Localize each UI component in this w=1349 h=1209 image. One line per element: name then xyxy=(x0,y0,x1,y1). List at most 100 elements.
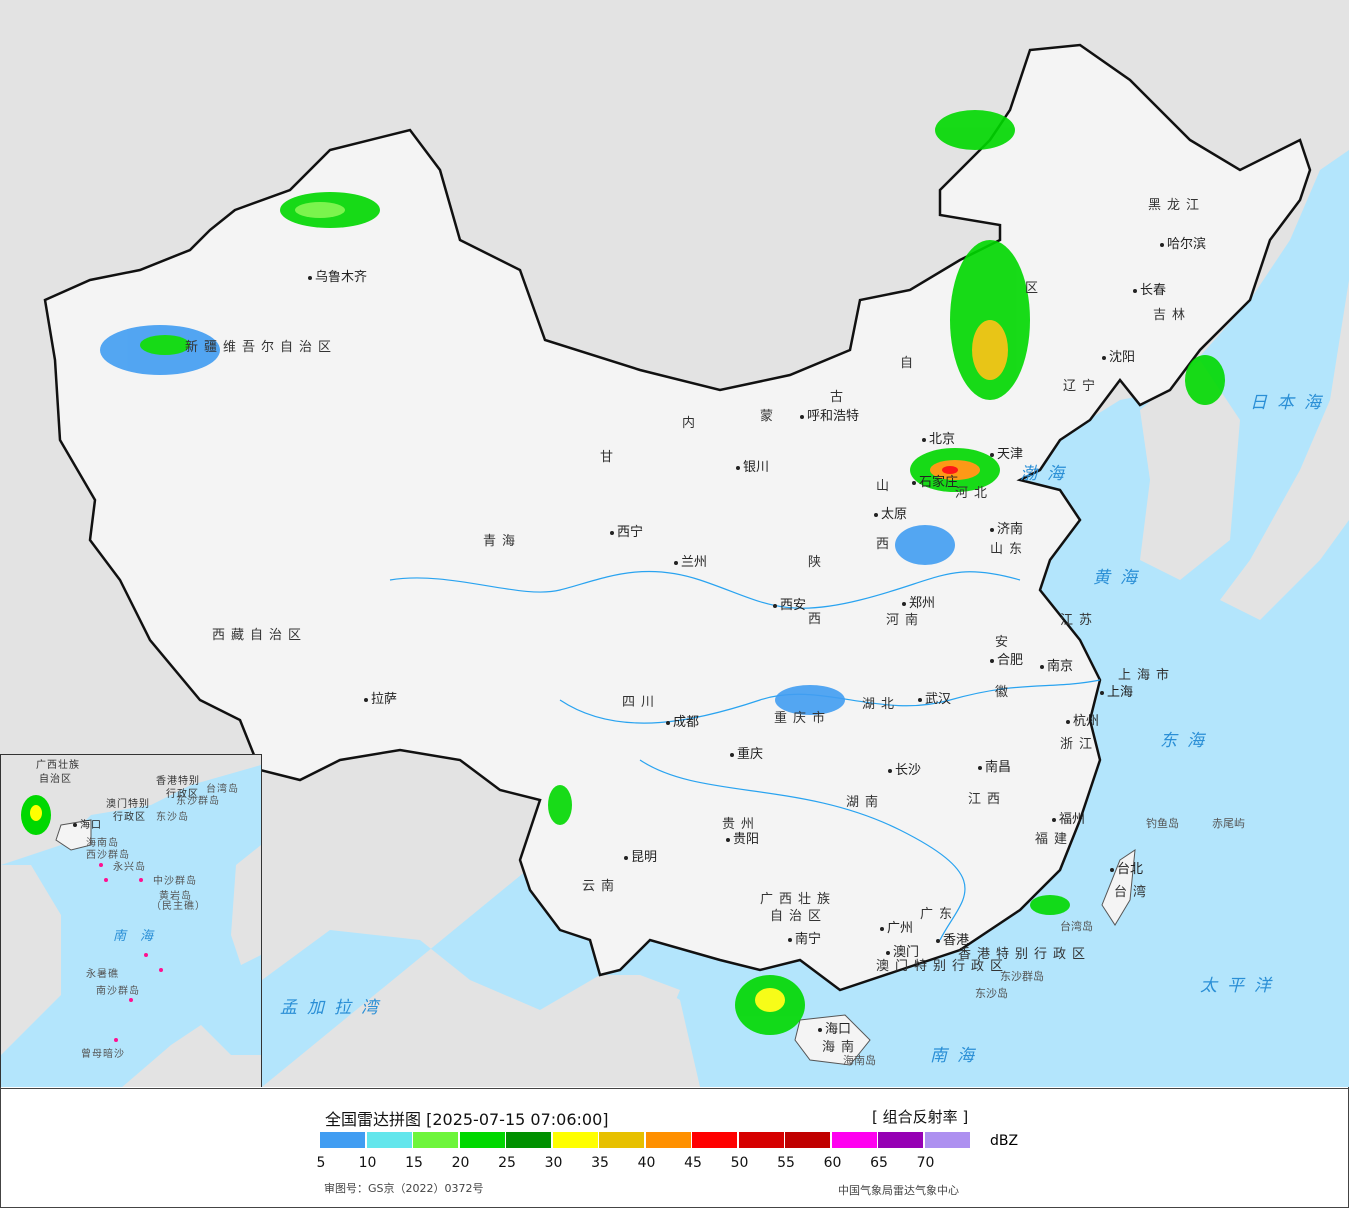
product-name: [ 组合反射率 ] xyxy=(872,1108,969,1126)
inset-label-small: （民主礁） xyxy=(151,901,206,912)
scale-tick-label: 45 xyxy=(684,1155,702,1171)
scale-tick-label: 35 xyxy=(591,1155,609,1171)
map-label-prov: 湖北 xyxy=(862,697,901,712)
inset-map xyxy=(1,755,261,1087)
inset-label-sea: 南海 xyxy=(113,929,168,944)
map-label-city: 郑州 xyxy=(902,597,935,610)
color-swatch xyxy=(599,1132,644,1148)
map-label-prov: 新疆维吾尔自治区 xyxy=(185,340,338,355)
map-label-city: 乌鲁木齐 xyxy=(308,271,367,284)
hainan xyxy=(794,1014,871,1066)
map-label-city: 福州 xyxy=(1052,813,1085,826)
map-label-city: 哈尔滨 xyxy=(1160,238,1206,251)
map-label-prov: 海南 xyxy=(822,1040,861,1055)
map-label-prov: 自 xyxy=(900,356,920,371)
map-label-prov: 江西 xyxy=(968,792,1007,807)
map-label-city: 呼和浩特 xyxy=(800,410,859,423)
map-label-small: 台湾岛 xyxy=(1060,920,1093,933)
color-swatch xyxy=(459,1132,505,1148)
map-label-prov: 黑龙江 xyxy=(1148,198,1206,213)
map-label-prov: 西藏自治区 xyxy=(212,628,308,643)
map-label-small: 东沙群岛 xyxy=(1000,970,1044,983)
color-swatch xyxy=(320,1132,365,1148)
map-label-small: 海南岛 xyxy=(843,1054,876,1067)
map-label-prov: 古 xyxy=(830,390,850,405)
japan xyxy=(1220,280,1349,620)
inset-label-small: 海南岛 xyxy=(86,838,119,849)
map-label-city: 银川 xyxy=(736,461,769,474)
map-label-city: 西安 xyxy=(773,599,806,612)
map-label-city: 海口 xyxy=(818,1023,851,1036)
map-label-prov: 甘 xyxy=(600,450,620,465)
inset-label-small: 西沙群岛 xyxy=(86,850,130,861)
map-label-city: 济南 xyxy=(990,523,1023,536)
map-label-prov: 安 xyxy=(995,635,1015,650)
map-label-sea: 日本海 xyxy=(1250,393,1331,413)
sea-area xyxy=(262,150,1349,1087)
color-scale xyxy=(320,1132,971,1148)
korea xyxy=(1140,360,1240,580)
scale-tick-label: 65 xyxy=(870,1155,888,1171)
inset-label-small: 东沙岛 xyxy=(156,812,189,823)
map-label-prov: 区 xyxy=(1025,281,1045,296)
radar-map[interactable]: 乌鲁木齐 新疆维吾尔自治区 西藏自治区 拉萨 青海 西宁 甘 内 蒙 呼和浩特 古 自 区 黑龙江 哈尔滨长… xyxy=(0,0,1349,1087)
map-label-prov: 湖南 xyxy=(846,795,885,810)
map-label-small: 东沙岛 xyxy=(975,987,1008,1000)
inset-label-small: 黄岩岛 xyxy=(159,891,192,902)
map-label-prov: 澳门特别行政区 xyxy=(876,959,1010,974)
map-label-city: 武汉 xyxy=(918,693,951,706)
map-label-city: 昆明 xyxy=(624,851,657,864)
map-label-city: 长沙 xyxy=(888,764,921,777)
map-label-city: 杭州 xyxy=(1066,715,1099,728)
map-label-sea: 孟加拉湾 xyxy=(280,998,388,1018)
map-label-city: 广州 xyxy=(880,922,913,935)
map-label-small: 钓鱼岛 xyxy=(1146,817,1179,830)
map-label-prov: 贵州 xyxy=(722,817,761,832)
map-label-prov: 四川 xyxy=(622,695,661,710)
color-swatch xyxy=(785,1132,830,1148)
map-label-city: 上海 xyxy=(1100,686,1133,699)
map-label-prov: 福建 xyxy=(1035,832,1074,847)
inset-label-prov: 自治区 xyxy=(39,774,72,785)
scale-tick-label: 10 xyxy=(358,1155,377,1171)
color-swatch xyxy=(413,1132,458,1148)
legend xyxy=(0,1088,1349,1209)
map-label-city: 成都 xyxy=(666,716,699,729)
scale-tick-label: 40 xyxy=(637,1155,656,1171)
legend-title: 全国雷达拼图 [2025-07-15 07:06:00] xyxy=(325,1110,609,1129)
inset-label-small: 南沙群岛 xyxy=(96,986,140,997)
color-swatch xyxy=(924,1132,970,1148)
map-label-sea: 南海 xyxy=(930,1046,984,1066)
map-label-sea: 太平洋 xyxy=(1200,976,1281,996)
scale-tick-label: 60 xyxy=(823,1155,842,1171)
map-label-prov: 山 xyxy=(876,479,896,494)
radar-echoes xyxy=(100,110,1225,1035)
inset-label-prov: 广西壮族 xyxy=(36,760,80,771)
map-label-city: 贵阳 xyxy=(726,833,759,846)
map-label-city: 太原 xyxy=(874,508,907,521)
map-label-prov: 重庆市 xyxy=(774,711,832,726)
indochina xyxy=(470,975,700,1087)
map-label-city: 重庆 xyxy=(730,748,763,761)
map-label-city: 南京 xyxy=(1040,660,1073,673)
color-swatch xyxy=(831,1132,877,1148)
unit-label: dBZ xyxy=(990,1133,1019,1149)
map-label-prov: 河北 xyxy=(955,486,994,501)
map-label-prov: 上海市 xyxy=(1118,668,1176,683)
map-label-city: 兰州 xyxy=(674,556,707,569)
map-label-prov: 青海 xyxy=(483,534,522,549)
map-label-prov: 浙江 xyxy=(1060,737,1099,752)
inset-label-prov: 行政区 xyxy=(113,812,146,823)
map-label-prov: 广东 xyxy=(920,907,959,922)
inset-label-prov: 澳门特别 xyxy=(106,799,150,810)
approval-number: 审图号：GS京（2022）0372号 xyxy=(324,1182,484,1195)
map-label-prov: 陕 xyxy=(808,555,828,570)
map-label-prov: 广西壮族 xyxy=(760,892,837,907)
inset-label-prov: 香港特别 xyxy=(156,776,200,787)
map-label-sea: 黄海 xyxy=(1093,568,1147,588)
map-label-city: 南昌 xyxy=(978,761,1011,774)
scale-tick-label: 70 xyxy=(916,1155,935,1171)
map-label-sea: 渤海 xyxy=(1020,464,1074,484)
scale-tick-label: 30 xyxy=(544,1155,563,1171)
inset-label-small: 永暑礁 xyxy=(86,969,119,980)
